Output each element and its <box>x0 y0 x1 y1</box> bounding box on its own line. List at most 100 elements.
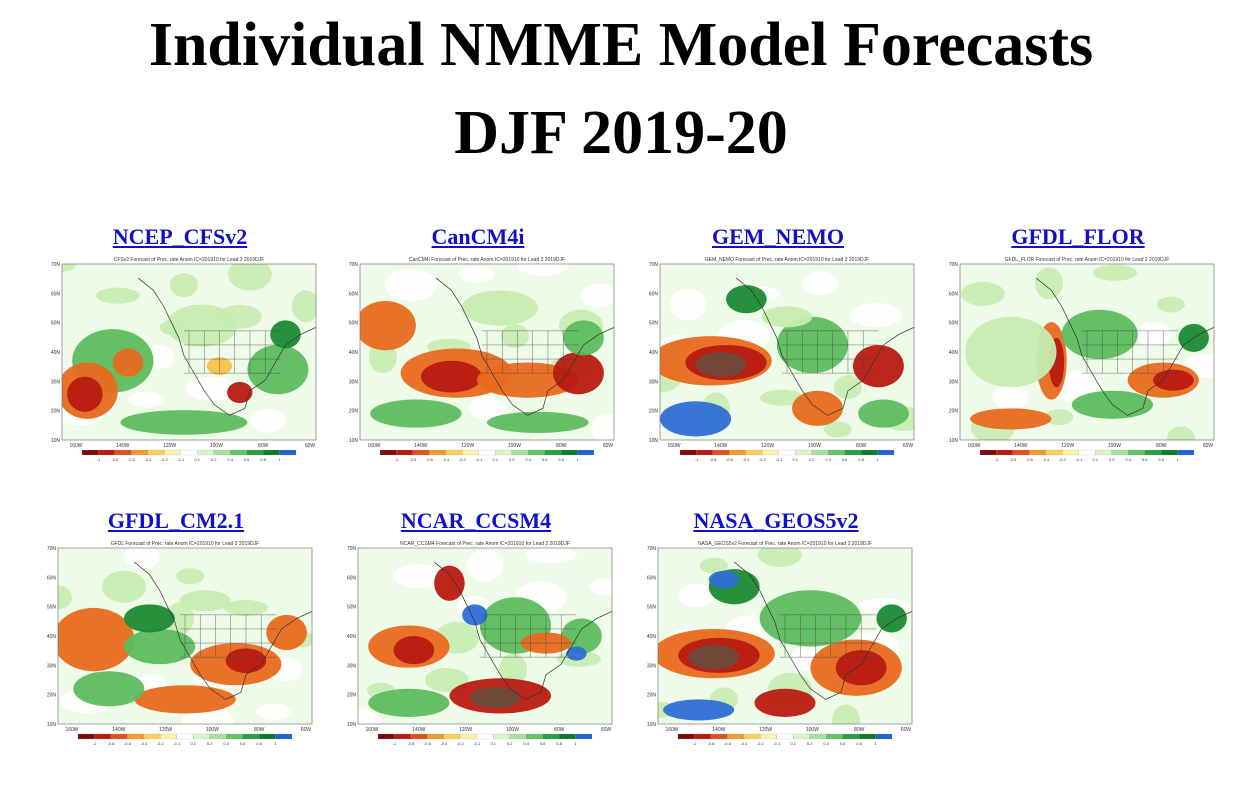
anomaly-region <box>835 650 887 686</box>
anomaly-region <box>120 410 248 435</box>
anomaly-patch <box>590 413 614 440</box>
latitude-label: 40N <box>47 634 57 640</box>
latitude-label: 70N <box>949 262 959 268</box>
anomaly-region <box>970 408 1052 430</box>
model-link-ncar-ccsm4[interactable]: NCAR_CCSM4 <box>400 508 552 533</box>
map-subtitle: GEM_NEMO Forecast of Prec. rate Anom IC=… <box>705 257 869 263</box>
colorbar-swatch <box>98 449 116 456</box>
colorbar-swatch <box>460 733 477 740</box>
colorbar-label: -0.8 <box>709 457 717 462</box>
anomaly-patch <box>525 548 578 564</box>
colorbar-swatch <box>511 449 529 456</box>
coastline <box>1035 277 1214 416</box>
colorbar-label: 0.1 <box>490 741 496 746</box>
longitude-label: 100W <box>808 443 821 449</box>
colorbar-label: -1 <box>97 457 101 462</box>
anomaly-region <box>708 570 740 589</box>
panel-cancm4i: CanCM4i CanCM4i Forecast of Prec. rate A… <box>338 224 618 466</box>
anomaly-region <box>58 607 135 672</box>
colorbar-swatch <box>226 733 243 740</box>
anomaly-patch <box>831 704 860 724</box>
colorbar-label: -0.8 <box>407 741 415 746</box>
longitude-label: 140W <box>414 443 427 449</box>
longitude-label: 100W <box>506 727 519 733</box>
anomaly-region <box>566 646 587 661</box>
colorbar-label: 1 <box>274 741 277 746</box>
model-link-cancm4i[interactable]: CanCM4i <box>431 224 525 249</box>
anomaly-region <box>124 604 175 633</box>
anomaly-patch <box>757 548 802 568</box>
map-frame <box>659 263 915 441</box>
latitude-label: 70N <box>347 546 357 552</box>
anomaly-region <box>1153 369 1194 391</box>
latitude-label: 30N <box>347 663 357 669</box>
colorbar-label: -0.2 <box>757 741 765 746</box>
latitude-label: 60N <box>47 575 57 581</box>
model-link-nasa-geos5v2[interactable]: NASA_GEOS5v2 <box>693 508 859 533</box>
longitude-label: 60W <box>603 443 614 449</box>
latitude-label: 50N <box>51 321 61 327</box>
colorbar-label: -1 <box>995 457 999 462</box>
longitude-label: 140W <box>412 727 425 733</box>
colorbar-label: 0.6 <box>840 741 846 746</box>
anomaly-region <box>368 688 450 717</box>
latitude-label: 20N <box>647 693 657 699</box>
model-link-ncep-cfsv2[interactable]: NCEP_CFSv2 <box>112 224 248 249</box>
colorbar-label: 0.1 <box>492 457 498 462</box>
longitude-label: 60W <box>903 443 914 449</box>
longitude-label: 60W <box>601 727 612 733</box>
latitude-label: 10N <box>347 722 357 728</box>
anomaly-region <box>876 604 907 633</box>
colorbar-swatch <box>1012 449 1030 456</box>
colorbar-swatch <box>542 733 560 740</box>
colorbar-label: -0.4 <box>740 741 748 746</box>
colorbar-label: -0.6 <box>424 741 432 746</box>
colorbar-label: 0.6 <box>240 741 246 746</box>
colorbar-label: 0.8 <box>858 457 864 462</box>
colorbar-label: -1 <box>693 741 697 746</box>
map-frame <box>657 547 913 725</box>
colorbar-swatch <box>712 449 730 456</box>
anomaly-region <box>1061 309 1138 360</box>
colorbar-label: 0.1 <box>1092 457 1098 462</box>
model-link-gfdl-cm21[interactable]: GFDL_CM2.1 <box>107 508 245 533</box>
colorbar-swatch <box>1177 449 1195 456</box>
colorbar-swatch <box>410 733 428 740</box>
anomaly-patch <box>102 570 147 603</box>
colorbar-swatch <box>377 733 395 740</box>
colorbar-label: 0.8 <box>1158 457 1164 462</box>
colorbar-label: 0.8 <box>558 457 564 462</box>
colorbar-swatch <box>778 449 796 456</box>
longitude-label: 140W <box>116 443 129 449</box>
colorbar-swatch <box>795 449 812 456</box>
colorbar-label: 1 <box>876 457 879 462</box>
forecast-map-graphic: CanCM4i Forecast of Prec. rate Anom IC=2… <box>349 257 615 462</box>
colorbar-swatch <box>1062 449 1079 456</box>
colorbar-label: -0.4 <box>140 741 148 746</box>
colorbar-label: 0.6 <box>842 457 848 462</box>
colorbar-label: -0.4 <box>1042 457 1050 462</box>
colorbar-swatch <box>1160 449 1178 456</box>
coastline <box>733 561 912 700</box>
colorbar-label: 0.2 <box>1109 457 1115 462</box>
longitude-label: 160W <box>69 443 82 449</box>
colorbar-label: 0.1 <box>792 457 798 462</box>
colorbar-label: 1 <box>1176 457 1179 462</box>
panel-ncar-ccsm4: NCAR_CCSM4 NCAR_CCSM4 Forecast of Prec. … <box>336 508 616 750</box>
model-link-gfdl-flor[interactable]: GFDL_FLOR <box>1011 224 1145 249</box>
forecast-map-nasa-geos5v2: NASA_GEOS5v2 Forecast of Prec. rate Anom… <box>636 538 916 750</box>
colorbar-swatch <box>979 449 997 456</box>
colorbar-swatch <box>246 449 264 456</box>
anomaly-region <box>761 306 813 328</box>
colorbar-swatch <box>842 733 860 740</box>
anomaly-region <box>858 399 909 428</box>
colorbar-swatch <box>558 733 576 740</box>
anomaly-region <box>247 344 309 395</box>
colorbar-swatch <box>94 733 112 740</box>
anomaly-patch <box>1034 267 1063 300</box>
anomaly-region <box>179 590 231 612</box>
model-link-gem-nemo[interactable]: GEM_NEMO <box>712 224 844 249</box>
anomaly-region <box>695 352 747 377</box>
colorbar-label: -0.8 <box>111 457 119 462</box>
forecast-map-graphic: NCAR_CCSM4 Forecast of Prec. rate Anom I… <box>347 541 613 746</box>
